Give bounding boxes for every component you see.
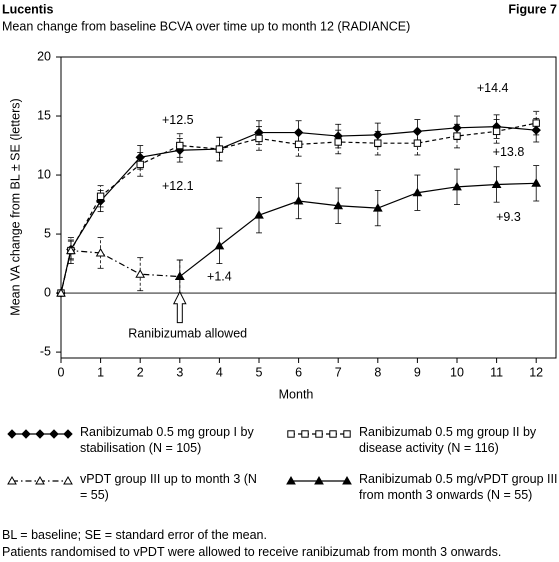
marker xyxy=(63,475,73,485)
marker xyxy=(334,138,342,146)
marker xyxy=(66,245,76,255)
marker xyxy=(255,134,263,143)
legend-swatch xyxy=(287,430,351,438)
marker xyxy=(531,178,542,187)
marker xyxy=(7,429,17,439)
series-line xyxy=(179,182,537,278)
legend-swatch xyxy=(286,475,352,485)
legend-item: Ranibizumab 0.5 mg/vPDT group III from m… xyxy=(285,472,559,503)
chart: Lucentis Figure 7 Mean change from basel… xyxy=(2,2,557,401)
legend-item: Ranibizumab 0.5 mg group I by stabilisat… xyxy=(6,425,265,456)
footnote: Patients randomised to vPDT were allowed… xyxy=(2,545,502,559)
annotation: Ranibizumab allowed xyxy=(128,327,247,341)
marker xyxy=(174,271,185,281)
marker xyxy=(314,475,324,485)
marker xyxy=(342,475,352,485)
y-tick-label: -5 xyxy=(40,344,51,358)
marker xyxy=(96,192,105,200)
legend-item: Ranibizumab 0.5 mg group II by disease a… xyxy=(285,425,559,456)
x-tick-label: 2 xyxy=(137,365,144,379)
marker xyxy=(374,139,382,147)
marker xyxy=(56,288,66,297)
marker xyxy=(453,132,461,140)
legend-label: Ranibizumab 0.5 mg group I by stabilisat… xyxy=(80,425,254,455)
annotation: +12.5 xyxy=(162,113,194,127)
plot-frame xyxy=(60,56,557,359)
y-tick-label: 20 xyxy=(37,49,51,63)
figure-label: Figure 7 xyxy=(508,2,557,16)
marker xyxy=(293,196,304,205)
marker xyxy=(294,140,303,149)
legend-item: vPDT group III up to month 3 (N = 55) xyxy=(6,472,265,503)
x-tick-label: 3 xyxy=(176,365,183,379)
marker xyxy=(491,179,502,188)
legend-label: Ranibizumab 0.5 mg group II by disease a… xyxy=(359,425,537,455)
y-tick-label: 15 xyxy=(37,108,51,122)
series-line xyxy=(60,122,537,294)
annotation: +1.4 xyxy=(207,269,232,283)
y-tick-label: 0 xyxy=(44,285,51,299)
x-tick-label: 8 xyxy=(374,365,381,379)
marker xyxy=(413,139,422,147)
marker xyxy=(135,269,146,278)
marker xyxy=(492,127,501,136)
x-tick-label: 9 xyxy=(414,365,421,379)
marker xyxy=(214,240,225,250)
footnote: BL = baseline; SE = standard error of th… xyxy=(2,528,267,542)
series-line xyxy=(60,249,180,294)
marker xyxy=(215,145,224,153)
chart-title: Mean change from baseline BCVA over time… xyxy=(2,19,410,33)
marker xyxy=(49,429,59,439)
x-tick-label: 12 xyxy=(529,365,543,379)
marker xyxy=(315,430,323,438)
marker xyxy=(343,430,351,438)
annotation: +13.8 xyxy=(493,145,525,159)
marker xyxy=(286,475,296,485)
marker xyxy=(372,203,383,212)
x-tick-label: 7 xyxy=(335,365,342,379)
legend-label: vPDT group III up to month 3 (N = 55) xyxy=(80,472,257,502)
marker xyxy=(95,247,106,257)
annotation-arrow xyxy=(172,290,187,324)
marker xyxy=(176,141,184,150)
x-tick-label: 6 xyxy=(295,365,302,379)
marker xyxy=(287,430,295,438)
x-tick-label: 4 xyxy=(216,365,223,379)
y-axis-label: Mean VA change from BL ± SE (letters) xyxy=(8,98,22,315)
x-tick-label: 11 xyxy=(490,365,503,379)
marker xyxy=(21,429,31,439)
annotation: +14.4 xyxy=(477,81,509,95)
marker xyxy=(301,430,309,438)
x-tick-label: 10 xyxy=(450,365,464,379)
legend-label: Ranibizumab 0.5 mg/vPDT group III from m… xyxy=(359,472,558,502)
legend-swatch xyxy=(7,429,73,439)
annotation: +12.1 xyxy=(162,179,194,193)
marker xyxy=(35,429,45,439)
y-tick-label: 5 xyxy=(44,226,51,240)
marker xyxy=(412,187,423,197)
marker xyxy=(452,181,462,191)
x-tick-label: 5 xyxy=(256,365,263,379)
marker xyxy=(333,200,344,210)
header: Lucentis xyxy=(2,2,53,16)
series-line xyxy=(60,126,537,294)
marker xyxy=(7,475,17,485)
x-tick-label: 0 xyxy=(58,365,65,379)
x-axis-label: Month xyxy=(279,387,314,401)
marker xyxy=(329,430,337,438)
marker xyxy=(254,210,264,219)
marker xyxy=(63,429,73,439)
marker xyxy=(136,160,144,169)
legend-swatch xyxy=(7,475,73,485)
y-tick-label: 10 xyxy=(37,167,51,181)
x-tick-label: 1 xyxy=(97,365,104,379)
marker xyxy=(35,475,45,485)
annotation: +9.3 xyxy=(496,210,521,224)
marker xyxy=(532,119,540,127)
